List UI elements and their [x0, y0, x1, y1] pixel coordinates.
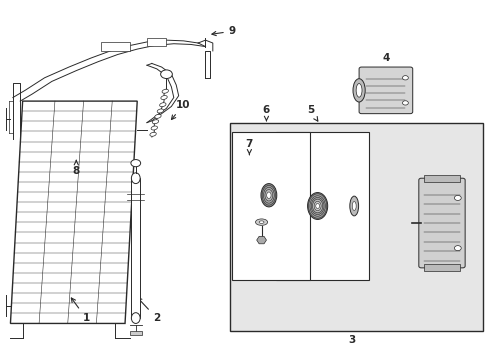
Ellipse shape — [351, 202, 355, 211]
Circle shape — [160, 70, 172, 78]
Text: 2: 2 — [137, 298, 160, 323]
Bar — [232, 132, 310, 280]
Ellipse shape — [152, 120, 159, 124]
Text: 5: 5 — [306, 105, 317, 121]
Ellipse shape — [259, 221, 264, 224]
Circle shape — [131, 159, 141, 167]
Ellipse shape — [261, 184, 276, 207]
Text: 10: 10 — [171, 100, 190, 120]
Ellipse shape — [266, 192, 270, 198]
Text: 3: 3 — [347, 334, 355, 345]
Ellipse shape — [349, 196, 358, 216]
Ellipse shape — [131, 173, 140, 184]
Ellipse shape — [310, 197, 324, 215]
Bar — [229, 123, 483, 330]
Ellipse shape — [264, 189, 272, 201]
Text: 8: 8 — [73, 160, 80, 176]
Ellipse shape — [162, 89, 168, 93]
Ellipse shape — [262, 185, 275, 205]
Ellipse shape — [312, 199, 322, 213]
Ellipse shape — [161, 95, 167, 99]
Ellipse shape — [308, 194, 326, 218]
Ellipse shape — [307, 193, 327, 220]
Ellipse shape — [355, 84, 361, 97]
Ellipse shape — [154, 114, 161, 118]
Text: 1: 1 — [71, 298, 89, 323]
Circle shape — [453, 195, 460, 201]
Text: 4: 4 — [375, 53, 389, 73]
FancyBboxPatch shape — [130, 330, 142, 335]
Polygon shape — [10, 101, 137, 323]
Ellipse shape — [255, 219, 267, 225]
Circle shape — [453, 246, 460, 251]
Bar — [131, 178, 140, 318]
Circle shape — [402, 76, 407, 80]
Bar — [423, 264, 459, 271]
Ellipse shape — [313, 201, 321, 211]
Polygon shape — [256, 237, 266, 244]
FancyBboxPatch shape — [358, 67, 412, 114]
Ellipse shape — [151, 126, 157, 130]
Ellipse shape — [263, 187, 274, 203]
Bar — [276, 132, 368, 280]
Bar — [101, 42, 130, 51]
Ellipse shape — [157, 109, 163, 113]
Ellipse shape — [352, 79, 365, 102]
FancyBboxPatch shape — [418, 178, 464, 268]
Text: 6: 6 — [262, 105, 269, 121]
Text: 9: 9 — [211, 26, 235, 36]
Ellipse shape — [149, 132, 156, 136]
Text: 7: 7 — [245, 139, 253, 155]
Circle shape — [402, 101, 407, 105]
Ellipse shape — [309, 196, 325, 216]
Ellipse shape — [131, 313, 140, 323]
Bar — [147, 38, 166, 45]
Ellipse shape — [159, 103, 166, 107]
Bar — [423, 175, 459, 182]
Ellipse shape — [315, 203, 319, 208]
